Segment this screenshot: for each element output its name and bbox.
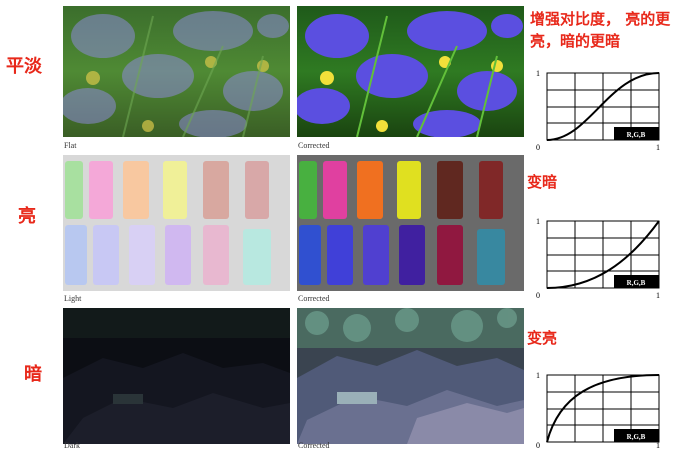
light-pastel-photo [63, 155, 290, 291]
row2-side-label: 亮 [18, 206, 36, 227]
row2-note: 变暗 [527, 173, 558, 191]
curve3-x-min: 0 [536, 441, 540, 448]
flat-caption: Flat [64, 141, 77, 150]
corrected-flower-photo [297, 6, 524, 137]
row3-side-label: 暗 [24, 364, 42, 385]
row3-note: 变亮 [527, 329, 558, 347]
curve1-legend: R,G,B [627, 131, 646, 139]
curve3-x-max: 1 [656, 441, 660, 448]
flat-flower-photo [63, 6, 290, 137]
curve2-y-max: 1 [536, 217, 540, 226]
dark-rock-photo [63, 308, 290, 444]
curve1-x-min: 0 [536, 143, 540, 152]
s-curve-line [546, 72, 660, 141]
curve3-legend: R,G,B [627, 433, 646, 441]
s-curve-graph: 1 0 1 R,G,B [536, 69, 660, 152]
curve2-x-max: 1 [656, 291, 660, 300]
curve1-y-max: 1 [536, 69, 540, 78]
curve3-y-max: 1 [536, 371, 540, 380]
corrected-pastel-photo [297, 155, 524, 291]
curve2-legend: R,G,B [627, 279, 646, 287]
curve1-x-max: 1 [656, 143, 660, 152]
brighten-curve-graph: 1 0 1 R,G,B [536, 371, 660, 448]
dark-rock-image [63, 308, 290, 444]
corrected-flower-image [297, 11, 523, 137]
row1-note: 增强对比度， 亮的更亮，暗的更暗 [530, 10, 671, 50]
brighten-curve-line [546, 374, 660, 443]
flat-flower-image [63, 11, 289, 137]
curve2-x-min: 0 [536, 291, 540, 300]
corrected-caption-2: Corrected [298, 294, 330, 303]
corrected-rock-image [297, 308, 524, 444]
darken-curve-line [546, 220, 660, 289]
corrected-caption-3: Corrected [298, 441, 330, 450]
dark-caption: Dark [64, 441, 80, 450]
corrected-caption-1: Corrected [298, 141, 330, 150]
corrected-rock-photo [297, 308, 524, 444]
darken-curve-graph: 1 0 1 R,G,B [536, 217, 660, 300]
row1-side-label: 平淡 [6, 56, 42, 77]
light-caption: Light [64, 294, 82, 303]
